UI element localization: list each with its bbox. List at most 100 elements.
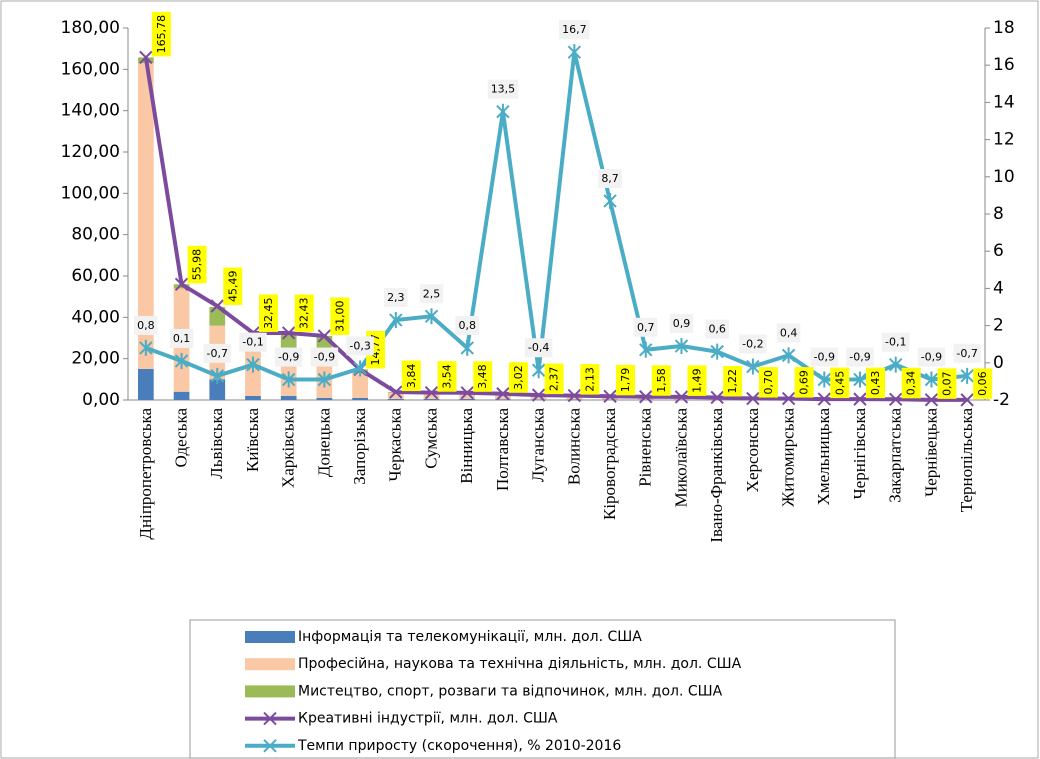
marker-x xyxy=(281,371,296,388)
data-label-text: -0,1 xyxy=(885,336,906,349)
data-label-bg xyxy=(524,338,553,358)
y-tick-label: 160,00 xyxy=(61,59,120,79)
marker xyxy=(781,347,796,364)
marker xyxy=(246,356,260,373)
legend-marker xyxy=(263,739,277,753)
data-label-bg xyxy=(151,11,171,57)
data-label: 8,7 xyxy=(598,168,622,188)
marker-x xyxy=(281,326,296,340)
line xyxy=(143,57,968,402)
data-label-bg xyxy=(346,336,374,356)
y-tick-label: 20,00 xyxy=(71,349,120,369)
data-label: 0,07 xyxy=(937,368,957,399)
data-label: -0,9 xyxy=(846,347,874,367)
legend-marker xyxy=(263,711,277,726)
x-tick-label: Хмельницька xyxy=(814,408,833,506)
marker-x xyxy=(317,371,332,388)
marker-x xyxy=(889,356,903,373)
marker-x xyxy=(817,371,832,388)
x-tick-label: Тернопільська xyxy=(957,408,976,513)
marker-x xyxy=(960,393,974,407)
y-tick-label: 60,00 xyxy=(71,266,120,286)
x-tick-label: Кіровоградська xyxy=(600,408,619,520)
marker-x xyxy=(567,44,582,61)
x-tick-label: Одеська xyxy=(171,408,190,468)
marker-x xyxy=(174,277,189,292)
bar-segment xyxy=(459,398,476,400)
data-label-text: 0,70 xyxy=(762,370,775,395)
bar-segment xyxy=(387,398,404,400)
y2-tick-label: 6 xyxy=(993,241,1004,261)
data-label: -0,7 xyxy=(203,343,232,363)
data-label-bg xyxy=(917,347,946,367)
legend-swatch xyxy=(245,631,295,643)
data-label-text: 1,22 xyxy=(726,369,739,394)
data-label: 55,98 xyxy=(187,245,207,284)
marker-x xyxy=(924,393,939,407)
data-label-text: 0,4 xyxy=(780,326,798,339)
data-label-text: 16,7 xyxy=(562,23,587,36)
data-label-text: 8,7 xyxy=(601,172,619,185)
x-tick-label: Запорізька xyxy=(350,408,369,485)
data-label: -0,9 xyxy=(917,347,946,367)
marker xyxy=(389,385,403,399)
line xyxy=(145,51,968,382)
y2-tick-label: 4 xyxy=(993,278,1004,298)
bar-segment xyxy=(566,396,583,400)
x-tick-label: Волинська xyxy=(564,408,583,486)
data-label: -0,7 xyxy=(953,343,981,363)
data-label-bg xyxy=(330,297,350,335)
y-tick-label: 120,00 xyxy=(61,142,120,162)
marker-x xyxy=(139,339,153,356)
data-label-text: 0,43 xyxy=(869,371,882,396)
data-label-text: 32,43 xyxy=(298,297,311,329)
y2-tick-label: 8 xyxy=(993,204,1004,224)
marker-x xyxy=(389,385,403,399)
marker-x xyxy=(210,367,224,384)
marker-x xyxy=(424,385,439,400)
marker xyxy=(139,50,153,65)
x-tick-label: Миколаївська xyxy=(671,408,690,508)
data-label-bg xyxy=(580,364,600,395)
data-label-bg xyxy=(294,294,314,332)
data-label-bg xyxy=(705,319,729,339)
bar-segment xyxy=(137,63,154,370)
data-label: -0,2 xyxy=(739,334,767,354)
data-label: -0,1 xyxy=(239,332,267,352)
marker-x xyxy=(603,192,617,209)
data-label-bg xyxy=(830,367,850,399)
data-label-bg xyxy=(134,315,158,335)
data-label-bg xyxy=(881,332,910,352)
data-label-text: -0,3 xyxy=(349,339,370,352)
data-label-bg xyxy=(401,360,421,392)
marker xyxy=(639,390,653,404)
data-label: 0,43 xyxy=(866,367,886,399)
data-label-text: 2,13 xyxy=(583,367,596,392)
marker xyxy=(210,367,224,384)
marker-x xyxy=(567,388,582,403)
marker-x xyxy=(389,312,403,329)
bar-segment xyxy=(459,393,476,399)
legend-label: Професійна, наукова та технічна діяльніс… xyxy=(298,656,742,672)
data-label-bg xyxy=(544,363,564,395)
marker xyxy=(960,367,974,384)
marker-x xyxy=(353,360,367,377)
data-label: 0,69 xyxy=(794,367,814,398)
data-label-bg xyxy=(776,323,801,343)
marker xyxy=(889,392,903,407)
y-tick-label: 100,00 xyxy=(61,183,120,203)
data-label-text: 0,34 xyxy=(905,371,918,396)
x-tick-label: Рівненська xyxy=(636,408,655,487)
data-label-text: 2,37 xyxy=(548,367,561,392)
marker-x xyxy=(531,388,546,402)
data-label-text: 165,78 xyxy=(155,15,168,54)
marker xyxy=(889,356,903,373)
y-tick-label: 40,00 xyxy=(71,307,120,327)
bar-segment xyxy=(530,395,547,400)
y2-tick-label: 2 xyxy=(993,316,1004,336)
data-label: 45,49 xyxy=(223,267,243,305)
data-label-bg xyxy=(419,284,444,304)
y2-tick-label: 16 xyxy=(993,55,1015,75)
data-label-text: 3,84 xyxy=(405,364,418,389)
data-label-bg xyxy=(687,365,707,396)
